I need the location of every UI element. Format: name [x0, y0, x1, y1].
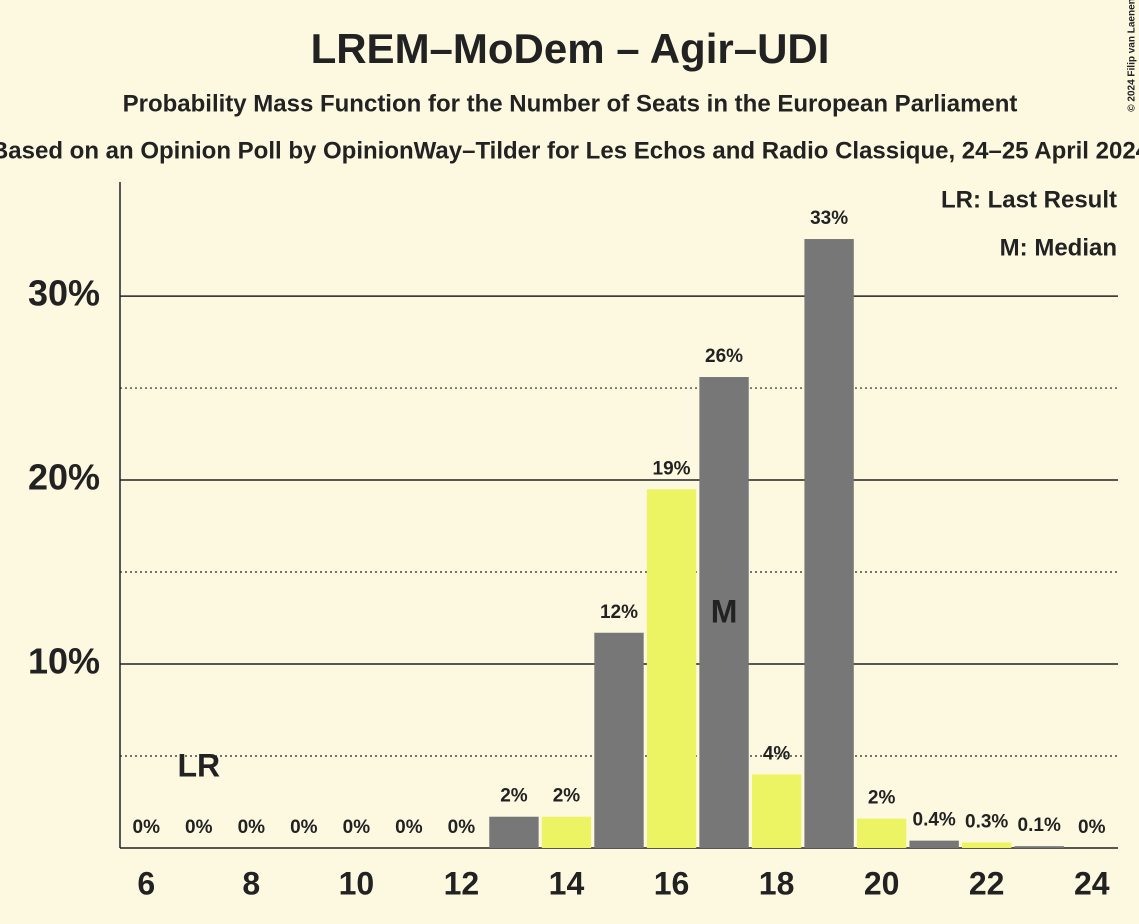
bar: [646, 489, 697, 848]
annotation: M: [711, 593, 738, 629]
value-label: 12%: [600, 602, 638, 623]
bar: [909, 840, 959, 848]
value-label: 0%: [290, 817, 318, 838]
y-tick-label: 10%: [28, 641, 100, 682]
bar: [856, 818, 907, 848]
x-tick-label: 6: [137, 865, 155, 901]
value-label: 19%: [653, 458, 691, 479]
bar: [594, 632, 644, 848]
value-label: 0%: [395, 817, 423, 838]
value-label: 4%: [763, 743, 791, 764]
x-tick-label: 18: [759, 865, 795, 901]
x-tick-label: 12: [444, 865, 480, 901]
bar: [961, 842, 1012, 848]
copyright: © 2024 Filip van Laenen: [1127, 0, 1138, 112]
bar: [699, 377, 749, 848]
value-label: 0%: [185, 817, 213, 838]
x-tick-label: 24: [1074, 865, 1110, 901]
legend-entry: M: Median: [1000, 234, 1117, 261]
value-label: 2%: [868, 788, 896, 809]
value-label: 0%: [343, 817, 371, 838]
y-tick-label: 20%: [28, 457, 100, 498]
bar: [1014, 846, 1064, 848]
bar: [489, 816, 539, 848]
value-label: 26%: [705, 346, 743, 367]
value-label: 0%: [1078, 817, 1106, 838]
value-label: 2%: [553, 786, 581, 807]
value-label: 0.4%: [913, 810, 956, 831]
x-tick-label: 10: [339, 865, 375, 901]
y-tick-label: 30%: [28, 273, 100, 314]
value-label: 0%: [448, 817, 476, 838]
x-tick-label: 22: [969, 865, 1005, 901]
value-label: 0.3%: [965, 811, 1008, 832]
x-tick-label: 20: [864, 865, 900, 901]
bar: [541, 816, 592, 848]
value-label: 0%: [238, 817, 266, 838]
x-tick-label: 14: [549, 865, 585, 901]
value-label: 0%: [133, 817, 161, 838]
value-label: 2%: [500, 786, 528, 807]
value-label: 0.1%: [1018, 815, 1061, 836]
bar: [804, 239, 854, 848]
chart-title: LREM–MoDem – Agir–UDI: [311, 25, 830, 72]
value-label: 33%: [810, 208, 848, 229]
legend-entry: LR: Last Result: [941, 186, 1117, 213]
x-tick-label: 8: [242, 865, 260, 901]
chart-subtitle: Probability Mass Function for the Number…: [123, 90, 1018, 117]
x-tick-label: 16: [654, 865, 690, 901]
bar: [751, 774, 802, 848]
annotation: LR: [177, 747, 220, 783]
chart-subtitle: Based on an Opinion Poll by OpinionWay–T…: [0, 137, 1139, 164]
